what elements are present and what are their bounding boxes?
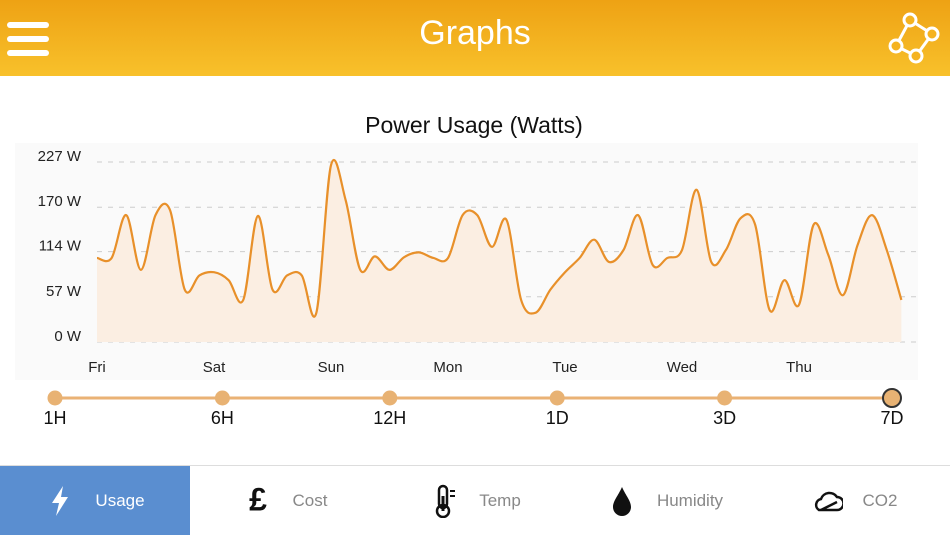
header: Graphs (0, 0, 950, 76)
tab-icon (435, 484, 456, 518)
svg-text:£: £ (249, 484, 267, 517)
range-option-label: 1H (43, 408, 66, 428)
range-option-label: 1D (546, 408, 569, 428)
line (96, 158, 903, 318)
menu-button[interactable] (7, 22, 49, 58)
x-tick-label: Fri (88, 359, 106, 376)
x-tick-label: Tue (552, 359, 577, 376)
y-tick-label: 114 W (39, 238, 82, 255)
range-option[interactable] (717, 390, 733, 406)
y-tick-label: 57 W (46, 283, 82, 300)
tab[interactable]: £ Cost (190, 466, 380, 535)
range-option[interactable] (47, 390, 63, 406)
header-title: Graphs (419, 14, 531, 52)
x-tick-label: Wed (667, 359, 698, 376)
range-option[interactable] (214, 390, 230, 406)
range-option-label: 3D (713, 408, 736, 428)
x-tick-label: Sun (318, 359, 345, 376)
tab-icon (52, 485, 69, 516)
y-tick-label: 170 W (38, 193, 82, 210)
tab-label: Usage (95, 490, 145, 510)
y-tick-label: 0 W (54, 328, 82, 345)
x-tick-label: Mon (433, 359, 462, 376)
x-tick-label: Thu (786, 359, 812, 376)
range-option-label: 6H (211, 408, 234, 428)
range-option[interactable] (882, 388, 902, 408)
tab[interactable]: CO2 (760, 466, 950, 535)
tab-bar: Usage £ Cost Temp Humidity CO2 (0, 465, 950, 535)
tab-label: Cost (292, 490, 328, 510)
tab-icon (814, 491, 843, 511)
tab-icon (612, 486, 631, 516)
x-tick-label: Sat (203, 359, 226, 376)
tab-icon: £ (249, 484, 267, 517)
chart: Power Usage (Watts) 0 W 57 W 114 W 170 W 227… (15, 112, 918, 428)
tab[interactable]: Temp (380, 466, 570, 535)
y-tick-label: 227 W (38, 148, 82, 165)
network-button[interactable] (888, 12, 942, 66)
range-option-label: 12H (373, 408, 406, 428)
tab-label: Temp (479, 490, 521, 510)
tab-label: CO2 (862, 490, 898, 510)
range-option-label: 7D (880, 408, 903, 428)
range-option[interactable] (549, 390, 565, 406)
chart-title: Power Usage (Watts) (365, 112, 583, 138)
tab-label: Humidity (656, 490, 724, 510)
tab[interactable]: Humidity (570, 466, 760, 535)
range-option[interactable] (382, 390, 398, 406)
tab[interactable]: Usage (0, 466, 190, 535)
